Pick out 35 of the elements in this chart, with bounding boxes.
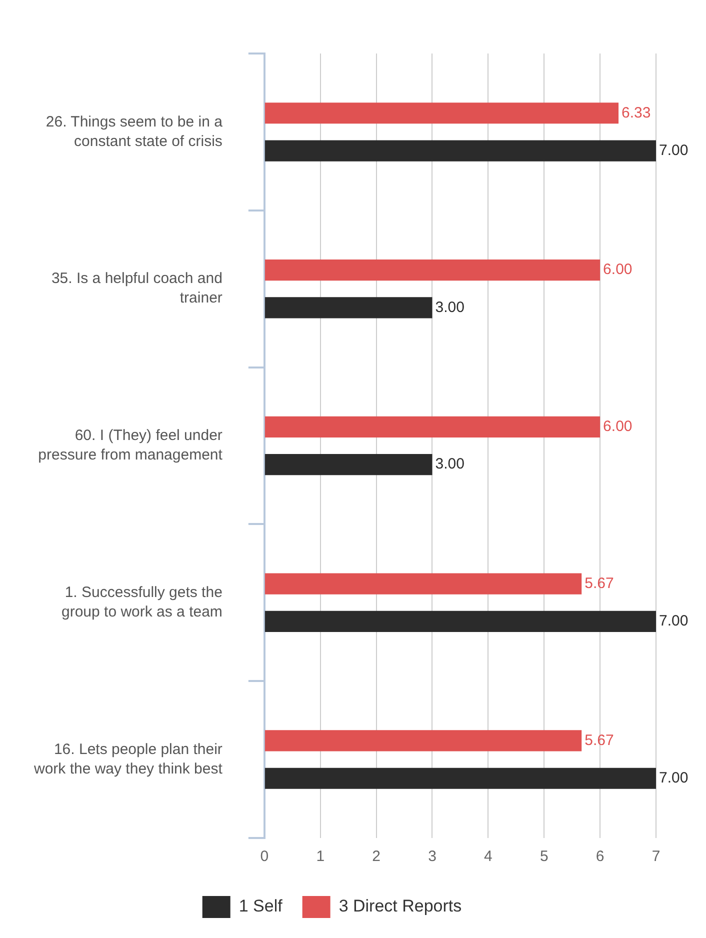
x-tick-label: 5 xyxy=(540,848,548,866)
bar xyxy=(264,454,432,476)
y-tick-label: 35. Is a helpful coach and trainer xyxy=(51,270,222,307)
y-tick-label: 1. Successfully gets the group to work as a team xyxy=(62,584,222,621)
data-label: 5.67 xyxy=(584,574,614,592)
bar xyxy=(264,416,600,438)
x-tick-label: 6 xyxy=(596,848,604,866)
data-label: 6.00 xyxy=(603,418,632,436)
data-label: 5.67 xyxy=(584,732,614,749)
x-tick-label: 1 xyxy=(316,848,325,866)
y-tick-label: 26. Things seem to be in a constant state of crisis xyxy=(46,113,224,150)
y-tick-label: 16. Lets people plan their work the way they think best xyxy=(32,740,224,778)
bar xyxy=(264,610,656,632)
bar xyxy=(264,297,432,318)
x-tick-label: 7 xyxy=(652,848,660,866)
legend-label: 3 Direct Reports xyxy=(338,896,462,916)
x-tick-label: 2 xyxy=(372,848,380,866)
data-label: 3.00 xyxy=(435,456,464,473)
data-label: 7.00 xyxy=(659,612,688,630)
data-label: 7.00 xyxy=(659,770,688,787)
bar xyxy=(264,573,582,594)
bar xyxy=(264,730,582,752)
bar xyxy=(264,140,656,162)
data-label: 3.00 xyxy=(435,298,464,316)
x-tick-label: 4 xyxy=(484,848,492,866)
legend-label: 1 Self xyxy=(238,896,283,916)
data-label: 6.33 xyxy=(622,104,651,122)
y-tick-label: 60. I (They) feel under pressure from management xyxy=(38,427,224,464)
data-label: 6.00 xyxy=(603,261,632,278)
x-tick-label: 0 xyxy=(260,848,269,866)
bar xyxy=(264,259,600,281)
x-tick-label: 3 xyxy=(428,848,436,866)
bar xyxy=(264,102,619,124)
data-label: 7.00 xyxy=(659,142,688,159)
bar xyxy=(264,768,656,789)
